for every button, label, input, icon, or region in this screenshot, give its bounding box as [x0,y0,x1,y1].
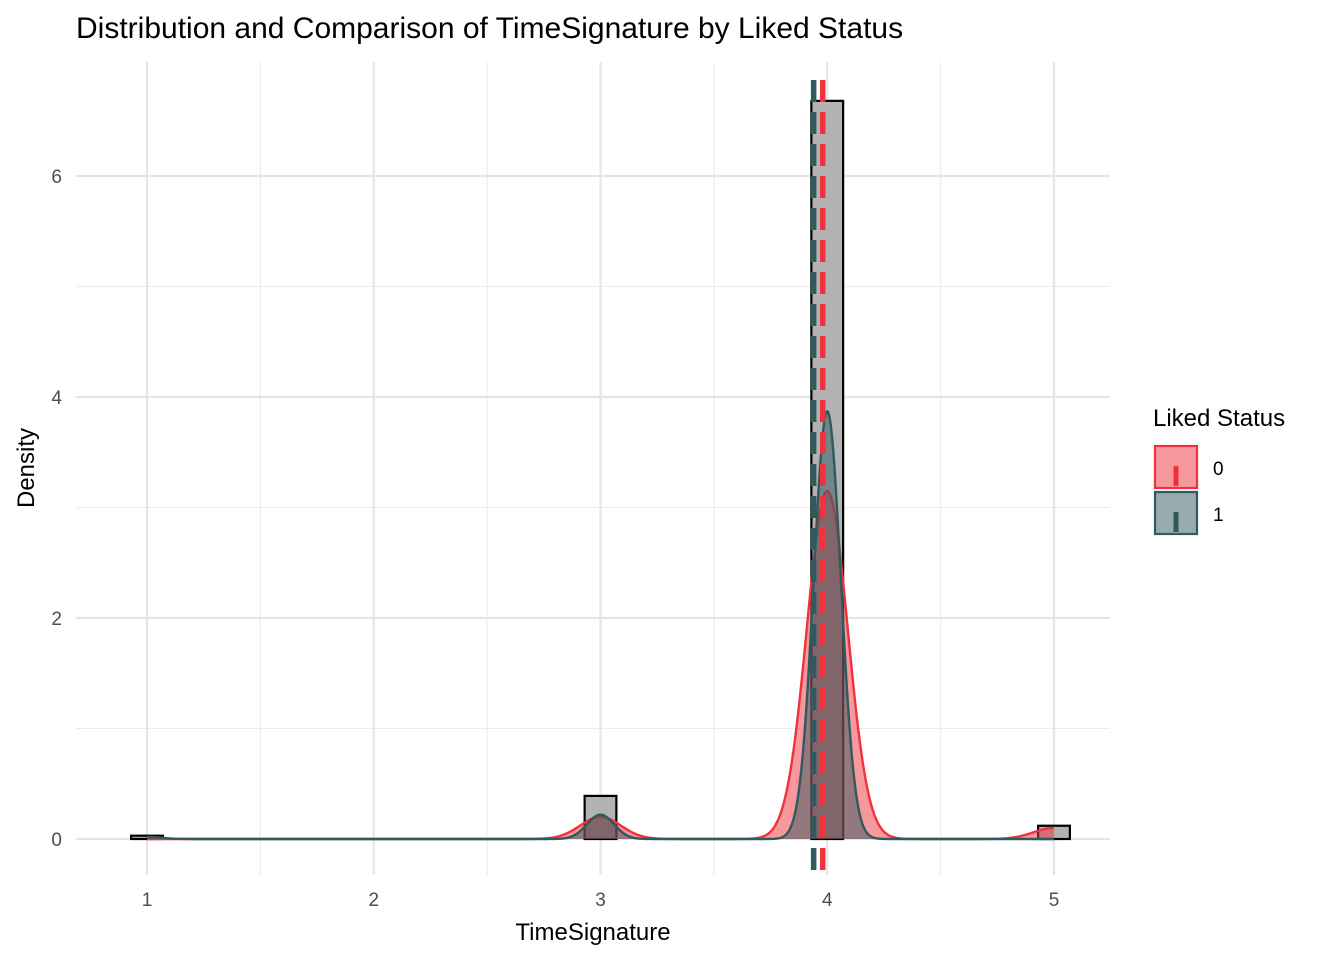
x-tick-label: 5 [1049,890,1060,911]
x-tick-label: 4 [822,890,833,911]
x-tick-label: 3 [595,890,606,911]
mean-lines [810,80,826,875]
density-line-series-1 [147,409,1054,841]
y-tick-label: 4 [51,388,62,409]
legend-title: Liked Status [1153,405,1285,432]
legend-label: 1 [1213,505,1224,526]
axis-ticks: 1 2 3 4 5 0 2 4 6 [51,167,1059,911]
grid-lines [76,62,1110,875]
y-tick-label: 6 [51,167,62,188]
x-tick-label: 1 [142,890,153,911]
legend-label: 0 [1213,459,1224,480]
density-area-series-1 [147,411,1054,839]
legend-item: 1 [1153,490,1224,536]
x-axis-title: TimeSignature [515,919,670,946]
chart-title: Distribution and Comparison of TimeSigna… [76,12,903,45]
legend: Liked Status 0 1 [1153,405,1285,536]
y-tick-label: 2 [51,609,62,630]
density-curves [147,409,1055,841]
y-tick-label: 0 [51,830,62,851]
x-tick-label: 2 [368,890,379,911]
y-axis-title: Density [13,428,40,508]
legend-item: 0 [1153,444,1224,490]
